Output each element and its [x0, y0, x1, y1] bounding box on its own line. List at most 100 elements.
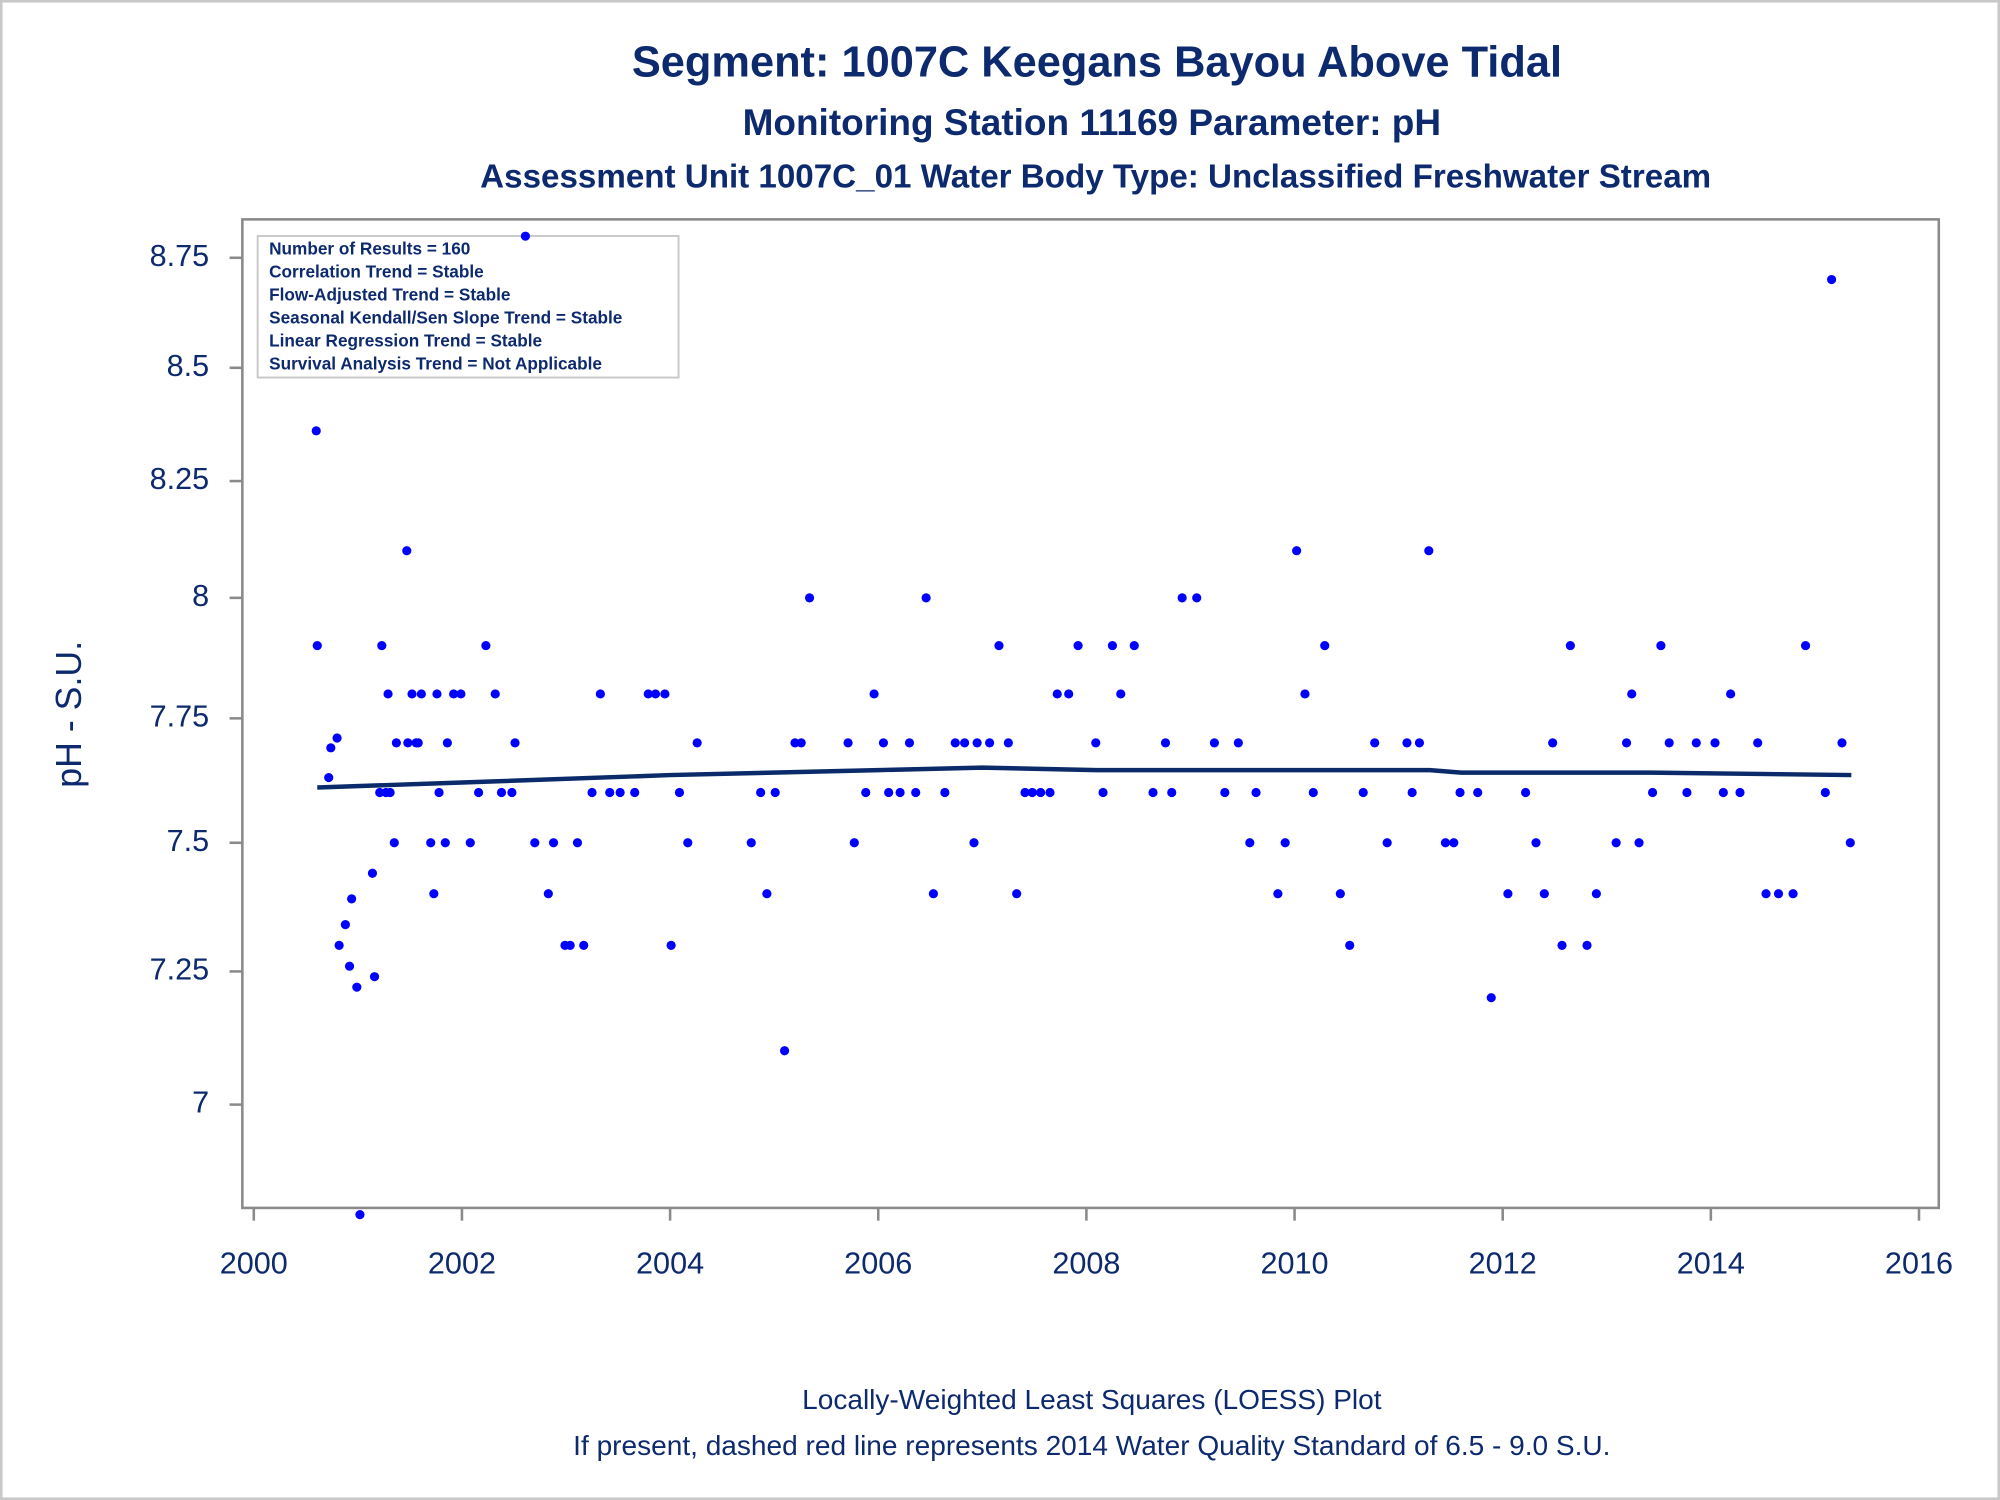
data-point — [762, 889, 772, 899]
data-point — [960, 738, 970, 748]
data-point — [1292, 546, 1302, 556]
data-point — [630, 787, 640, 798]
data-point — [756, 787, 766, 798]
data-point — [1531, 838, 1541, 848]
annotation-box — [256, 235, 680, 379]
data-point — [921, 593, 931, 603]
data-point — [565, 940, 575, 950]
data-point — [1634, 838, 1644, 848]
x-tick-label: 2002 — [428, 1246, 496, 1280]
data-point — [1826, 274, 1837, 285]
data-point — [1027, 787, 1037, 798]
data-point — [579, 940, 589, 950]
data-point — [1473, 787, 1483, 798]
data-point — [530, 838, 540, 848]
data-point — [895, 787, 905, 798]
data-point — [1036, 787, 1046, 798]
data-point — [572, 838, 583, 848]
data-point — [442, 738, 452, 748]
chart-subtitle: Assessment Unit 1007C_01 Water Body Type… — [480, 158, 1711, 195]
data-point — [1012, 889, 1022, 899]
y-tick-label: 7.25 — [150, 953, 210, 987]
data-point — [1837, 738, 1847, 748]
data-point — [1800, 641, 1811, 651]
data-point — [950, 738, 960, 748]
trend-line — [317, 765, 1852, 790]
annotation: Number of Results = 160 — [269, 239, 470, 259]
data-point — [1280, 838, 1290, 848]
data-point — [1557, 940, 1567, 950]
data-point — [674, 787, 685, 798]
data-point — [344, 961, 355, 971]
data-point — [456, 689, 466, 699]
data-point — [1647, 787, 1658, 798]
data-point — [1565, 641, 1575, 651]
data-point — [587, 787, 597, 798]
data-point — [1440, 838, 1451, 848]
data-point — [928, 889, 938, 899]
data-point — [377, 641, 387, 651]
x-tick-label: 2010 — [1260, 1246, 1328, 1280]
y-tick-label: 8.75 — [150, 239, 210, 273]
data-point — [861, 787, 871, 798]
data-point — [904, 738, 915, 748]
data-point — [878, 738, 889, 748]
data-point — [1251, 787, 1261, 798]
data-point — [1177, 593, 1187, 603]
annotation: Seasonal Kendall/Sen Slope Trend = Stabl… — [269, 307, 622, 327]
data-point — [1245, 838, 1255, 848]
data-point — [496, 787, 507, 798]
data-point — [449, 689, 459, 699]
data-point — [1091, 738, 1101, 748]
data-point — [1521, 787, 1531, 798]
data-point — [650, 689, 661, 699]
data-point — [1582, 940, 1592, 950]
data-point — [849, 838, 859, 848]
data-point — [1414, 738, 1425, 748]
chart-title: Segment: 1007C Keegans Bayou Above Tidal — [632, 39, 1562, 87]
data-point — [1073, 641, 1083, 651]
data-point — [520, 231, 531, 241]
x-tick-label: 2014 — [1677, 1246, 1745, 1280]
data-point — [940, 787, 950, 798]
annotation: Flow-Adjusted Trend = Stable — [269, 284, 510, 304]
data-point — [1773, 889, 1784, 899]
data-point — [1621, 738, 1632, 748]
data-point — [389, 838, 399, 848]
data-point — [1345, 940, 1355, 950]
annotation: Linear Regression Trend = Stable — [269, 330, 542, 350]
data-point — [334, 940, 344, 950]
data-point — [1788, 889, 1798, 899]
data-point — [1656, 641, 1666, 651]
data-point — [1682, 787, 1692, 798]
data-point — [1449, 838, 1459, 848]
data-point — [1503, 889, 1513, 899]
data-point — [432, 689, 442, 699]
data-point — [869, 689, 879, 699]
data-point — [615, 787, 625, 798]
data-point — [1691, 738, 1701, 748]
data-point — [324, 772, 334, 783]
data-point — [1160, 738, 1171, 748]
data-point — [465, 838, 475, 848]
data-point — [1209, 738, 1220, 748]
data-point — [548, 838, 559, 848]
data-point — [355, 1210, 365, 1220]
data-point — [1539, 889, 1549, 899]
data-point — [416, 689, 426, 699]
data-point — [426, 838, 436, 848]
data-point — [1486, 993, 1496, 1003]
data-point — [1424, 546, 1434, 556]
data-point — [1735, 787, 1745, 798]
data-point — [510, 738, 520, 748]
data-point — [332, 733, 342, 743]
data-point — [1407, 787, 1417, 798]
data-point — [1761, 889, 1771, 899]
footnote: Locally-Weighted Least Squares (LOESS) P… — [802, 1384, 1382, 1415]
data-point — [595, 689, 605, 699]
x-tick-label: 2016 — [1885, 1246, 1953, 1280]
data-point — [369, 972, 380, 982]
data-point — [605, 787, 615, 798]
data-point — [1358, 787, 1368, 798]
